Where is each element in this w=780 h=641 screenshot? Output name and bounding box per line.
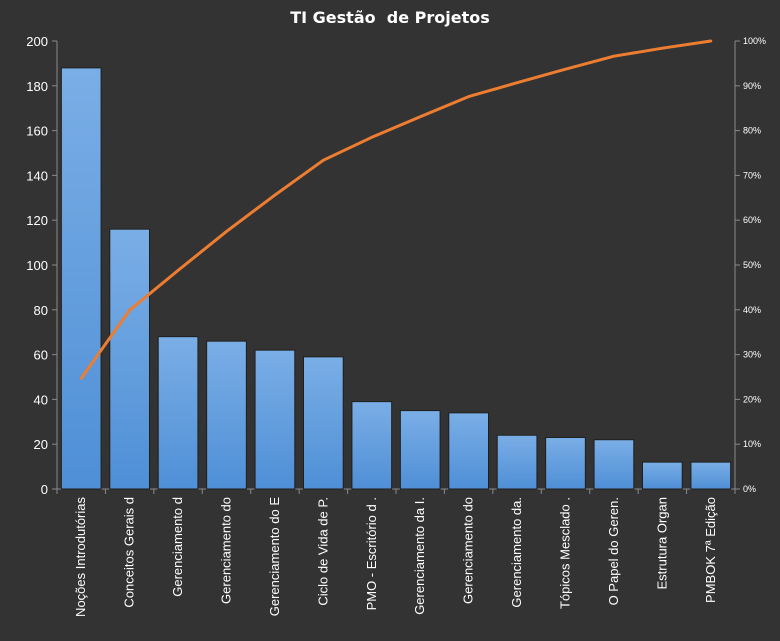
bar	[254, 349, 296, 490]
labels-group: Noções Introdutórias Conceitos Gerais d Ge…	[73, 497, 718, 617]
y-tick-label-left: 0	[41, 482, 48, 497]
x-category-label: Gerenciamento do	[461, 497, 476, 604]
bar	[303, 356, 344, 490]
chart-title: TI Gestão de Projetos	[290, 8, 490, 27]
y-tick-label-right: 70%	[743, 170, 761, 180]
y-tick-label-right: 0%	[743, 484, 756, 494]
bar	[109, 228, 150, 490]
bar	[351, 401, 393, 490]
y-tick-label-right: 30%	[743, 350, 761, 360]
y-tick-label-right: 10%	[743, 439, 761, 449]
y-tick-label-left: 40	[34, 392, 48, 407]
y-tick-label-left: 160	[26, 124, 48, 139]
bar	[448, 412, 489, 490]
y-tick-label-right: 40%	[743, 305, 761, 315]
bar	[157, 336, 199, 490]
bar	[593, 439, 635, 490]
x-category-label: Tópicos Mesclado .	[558, 497, 573, 609]
bar	[206, 340, 247, 490]
y-tick-label-left: 80	[34, 303, 48, 318]
bars-group	[60, 67, 732, 490]
y-tick-label-right: 90%	[743, 81, 761, 91]
y-tick-label-left: 200	[26, 34, 48, 49]
x-category-label: Gerenciamento do E	[267, 497, 282, 617]
x-category-label: Noções Introdutórias	[73, 497, 88, 617]
y-tick-label-left: 20	[34, 437, 48, 452]
bar	[399, 410, 441, 490]
y-tick-label-right: 20%	[743, 394, 761, 404]
bar	[642, 461, 683, 490]
y-tick-label-right: 60%	[743, 215, 761, 225]
cumulative-line	[79, 39, 713, 380]
x-category-label: Gerenciamento da I.	[412, 497, 427, 615]
axes-group: 0 20 40 60 80 100 120 140 160 180 200 0% 10% 20% 30% 40…	[26, 34, 766, 497]
bar	[690, 461, 732, 490]
cumulative-line-group	[79, 39, 713, 380]
y-tick-label-left: 180	[26, 79, 48, 94]
bar	[60, 67, 102, 490]
y-tick-label-left: 140	[26, 168, 48, 183]
bar	[545, 436, 586, 490]
x-category-label: Gerenciamento da.	[509, 497, 524, 608]
x-category-label: PMO - Escritório d .	[364, 497, 379, 610]
y-tick-label-right: 50%	[743, 260, 761, 270]
y-tick-label-left: 60	[34, 348, 48, 363]
bar	[496, 434, 538, 490]
x-category-label: Conceitos Gerais d	[122, 497, 137, 608]
y-tick-label-left: 100	[26, 258, 48, 273]
y-tick-label-right: 100%	[743, 36, 766, 46]
x-category-label: Ciclo de Vida de P.	[315, 497, 330, 606]
y-tick-label-right: 80%	[743, 126, 761, 136]
x-category-label: Gerenciamento d	[170, 497, 185, 597]
x-category-label: O Papel do Geren.	[606, 497, 621, 605]
x-category-label: Gerenciamento do	[219, 497, 234, 604]
y-tick-label-left: 120	[26, 213, 48, 228]
x-category-label: Estrutura Organ	[654, 497, 669, 590]
x-category-label: PMBOK 7ª Edição	[703, 497, 718, 603]
